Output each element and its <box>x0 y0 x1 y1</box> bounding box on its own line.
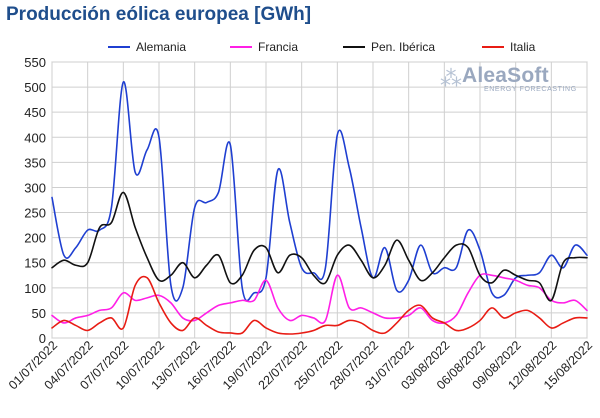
y-tick-label: 500 <box>24 80 46 95</box>
legend-item-italia: Italia <box>482 40 535 54</box>
chart-title: Producción eólica europea [GWh] <box>6 4 312 25</box>
y-tick-label: 200 <box>24 231 46 246</box>
y-tick-label: 350 <box>24 155 46 170</box>
logo-tagline: ENERGY FORECASTING <box>484 86 577 93</box>
y-tick-label: 100 <box>24 281 46 296</box>
legend-label-pen-iberica: Pen. Ibérica <box>371 40 436 54</box>
legend-swatch-alemania <box>108 45 130 48</box>
y-tick-label: 50 <box>32 306 46 321</box>
legend-item-alemania: Alemania <box>108 40 186 54</box>
chart-legend: Alemania Francia Pen. Ibérica Italia <box>0 40 600 56</box>
legend-swatch-pen-iberica <box>343 45 365 48</box>
logo-name: AleaSoft <box>462 64 549 87</box>
legend-swatch-francia <box>230 45 252 48</box>
y-tick-label: 150 <box>24 256 46 271</box>
y-tick-label: 550 <box>24 55 46 70</box>
legend-swatch-italia <box>482 45 504 48</box>
legend-item-francia: Francia <box>230 40 298 54</box>
series-line-pen-iberica <box>51 191 588 302</box>
y-tick-label: 450 <box>24 105 46 120</box>
aleasoft-logo: ⁂ AleaSoft ENERGY FORECASTING <box>440 64 586 98</box>
legend-label-italia: Italia <box>510 40 536 54</box>
y-tick-label: 0 <box>39 331 46 346</box>
legend-item-pen-iberica: Pen. Ibérica <box>343 40 435 54</box>
y-tick-label: 300 <box>24 180 46 195</box>
series-line-italia <box>51 275 588 335</box>
aleasoft-logo-icon: ⁂ <box>440 66 462 91</box>
legend-label-francia: Francia <box>258 40 299 54</box>
y-tick-label: 250 <box>24 206 46 221</box>
series-line-alemania <box>51 81 588 302</box>
y-tick-label: 400 <box>24 130 46 145</box>
legend-label-alemania: Alemania <box>136 40 187 54</box>
